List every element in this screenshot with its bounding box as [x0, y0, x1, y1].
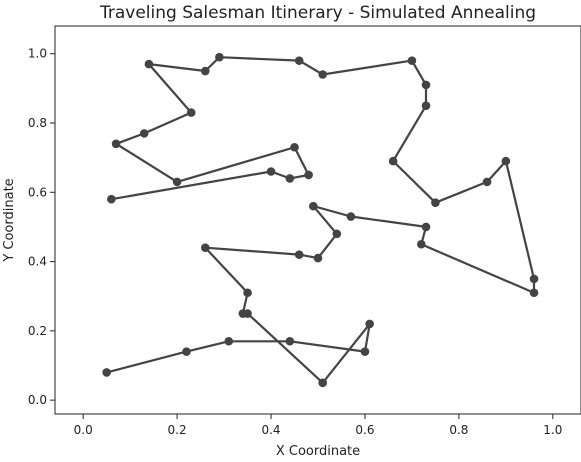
city-point [215, 52, 224, 62]
city-point [294, 250, 304, 259]
y-tick-label: 1.0 [28, 47, 47, 61]
city-point [186, 108, 196, 117]
city-point [421, 80, 431, 90]
city-point [182, 347, 191, 356]
city-point [318, 70, 327, 79]
city-point [360, 347, 370, 356]
city-point [313, 253, 323, 263]
city-point [365, 319, 374, 329]
city-point [304, 170, 313, 180]
city-point [266, 167, 276, 176]
route-path-group [106, 56, 536, 384]
city-point [294, 56, 304, 65]
city-point [407, 56, 417, 65]
axis-ticks: 0.0 0.2 0.4 0.6 0.8 1.0 0.0 0.2 0.4 0.6 0.8 1.0 [28, 47, 562, 437]
x-axis-label: X Coordinate [276, 444, 360, 458]
city-point [200, 243, 210, 253]
city-point [285, 336, 295, 346]
city-point [421, 222, 431, 232]
city-point [243, 288, 252, 298]
city-points-group [102, 52, 539, 388]
city-point [417, 239, 426, 249]
city-point [431, 198, 440, 207]
x-tick-label: 0.6 [355, 423, 374, 437]
y-tick-label: 0.0 [28, 393, 47, 407]
x-tick-label: 0.4 [261, 423, 280, 437]
x-tick-label: 1.0 [543, 423, 562, 437]
city-point [332, 229, 342, 239]
city-point [482, 177, 492, 187]
y-tick-label: 0.4 [28, 255, 47, 269]
plot-area-frame [54, 25, 581, 415]
route-line [106, 56, 536, 384]
city-point [290, 142, 299, 152]
city-point [111, 139, 121, 149]
x-tick-label: 0.2 [168, 423, 187, 437]
city-point [285, 174, 295, 183]
chart-title: Traveling Salesman Itinerary - Simulated… [99, 3, 536, 23]
city-point [318, 378, 327, 388]
city-point [388, 156, 398, 166]
x-tick-label: 0.8 [449, 423, 468, 437]
city-point [102, 368, 111, 377]
city-point [529, 288, 539, 298]
city-point [200, 66, 210, 76]
y-tick-label: 0.2 [28, 324, 47, 338]
city-point [139, 129, 149, 138]
y-axis-label: Y Coordinate [2, 178, 17, 262]
city-point [529, 274, 539, 284]
city-point [107, 194, 116, 204]
city-point [346, 212, 356, 221]
city-point [172, 177, 182, 187]
y-tick-label: 0.8 [28, 116, 47, 130]
city-point [421, 101, 431, 110]
y-tick-label: 0.6 [28, 185, 47, 199]
city-point [501, 156, 511, 166]
city-point [144, 59, 154, 69]
city-point [224, 336, 234, 346]
city-point [238, 309, 248, 318]
city-point [309, 201, 318, 211]
x-tick-label: 0.0 [74, 423, 93, 437]
